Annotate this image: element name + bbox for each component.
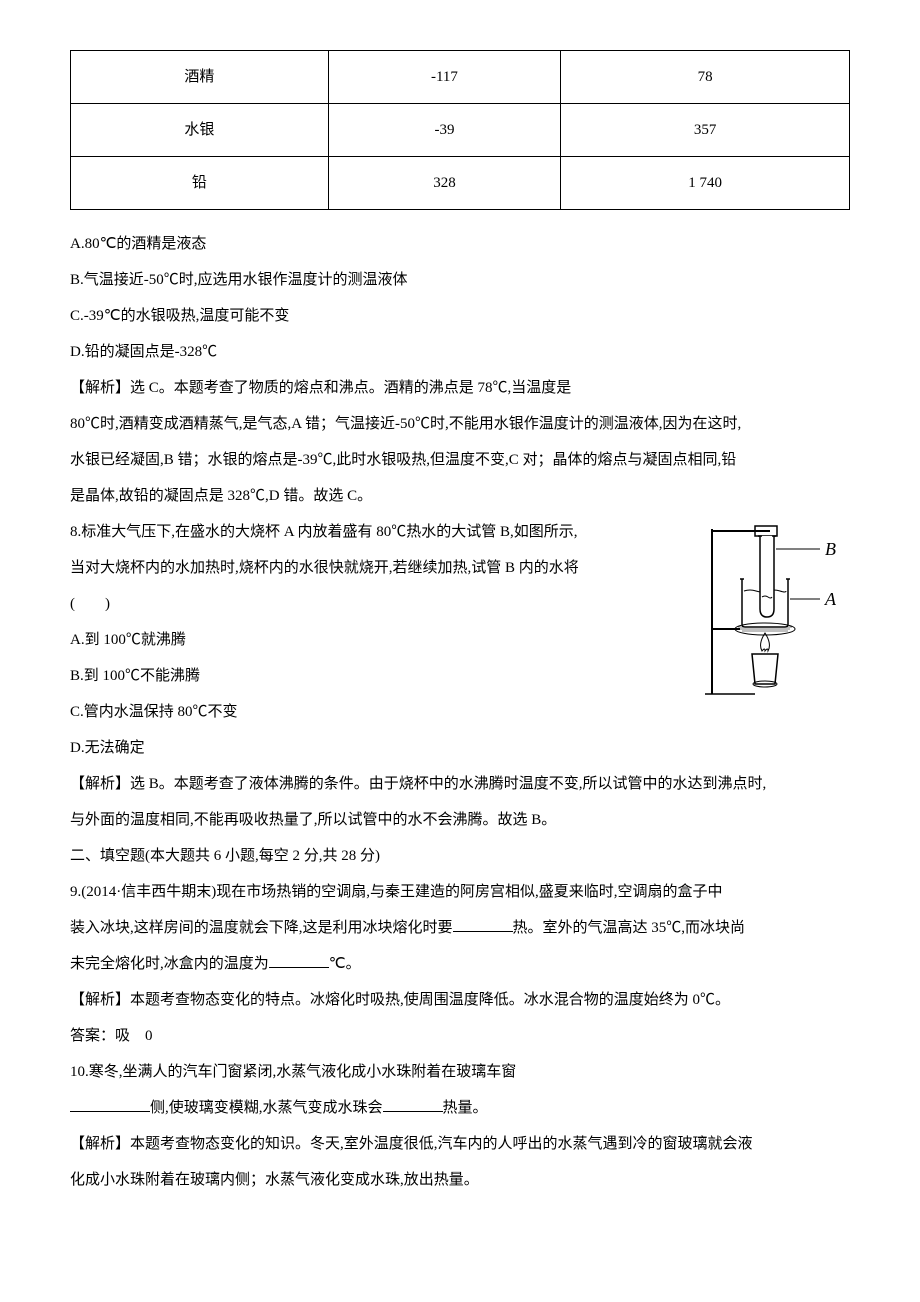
question-9-text: 9.(2014·信丰西牛期末)现在市场热销的空调扇,与秦王建造的阿房宫相似,盛夏…: [70, 874, 850, 910]
table-row: 铅 328 1 740: [71, 157, 850, 210]
analysis-text: 【解析】本题考查物态变化的特点。冰熔化时吸热,使周围温度降低。冰水混合物的温度始…: [70, 982, 850, 1018]
option-d: D.无法确定: [70, 730, 850, 766]
fill-blank: [453, 917, 513, 932]
text-fragment: ℃。: [329, 956, 361, 972]
option-c: C.-39℃的水银吸热,温度可能不变: [70, 298, 850, 334]
analysis-text: 水银已经凝固,B 错；水银的熔点是-39℃,此时水银吸热,但温度不变,C 对；晶…: [70, 442, 850, 478]
diagram-label-b: B: [825, 539, 836, 559]
question-10-text: 10.寒冬,坐满人的汽车门窗紧闭,水蒸气液化成小水珠附着在玻璃车窗: [70, 1054, 850, 1090]
cell-melting: 328: [328, 157, 560, 210]
cell-melting: -39: [328, 104, 560, 157]
analysis-text: 80℃时,酒精变成酒精蒸气,是气态,A 错；气温接近-50℃时,不能用水银作温度…: [70, 406, 850, 442]
text-fragment: 热量。: [443, 1100, 488, 1116]
fill-blank: [269, 953, 329, 968]
table-row: 酒精 -117 78: [71, 51, 850, 104]
text-fragment: 热。室外的气温高达 35℃,而冰块尚: [513, 920, 746, 936]
text-fragment: 装入冰块,这样房间的温度就会下降,这是利用冰块熔化时要: [70, 920, 453, 936]
diagram-label-a: A: [824, 589, 837, 609]
analysis-text: 【解析】选 B。本题考查了液体沸腾的条件。由于烧杯中的水沸腾时温度不变,所以试管…: [70, 766, 850, 802]
analysis-text: 【解析】选 C。本题考查了物质的熔点和沸点。酒精的沸点是 78℃,当温度是: [70, 370, 850, 406]
section-heading: 二、填空题(本大题共 6 小题,每空 2 分,共 28 分): [70, 838, 850, 874]
experiment-diagram: B A: [700, 509, 850, 713]
question-10-text: 侧,使玻璃变模糊,水蒸气变成水珠会 热量。: [70, 1090, 850, 1126]
cell-boiling: 357: [561, 104, 850, 157]
answer-text: 答案：吸 0: [70, 1018, 850, 1054]
fill-blank: [383, 1097, 443, 1112]
analysis-text: 化成小水珠附着在玻璃内侧；水蒸气液化变成水珠,放出热量。: [70, 1162, 850, 1198]
fill-blank: [70, 1097, 150, 1112]
text-fragment: 侧,使玻璃变模糊,水蒸气变成水珠会: [150, 1100, 383, 1116]
option-d: D.铅的凝固点是-328℃: [70, 334, 850, 370]
cell-substance: 水银: [71, 104, 329, 157]
analysis-text: 【解析】本题考查物态变化的知识。冬天,室外温度很低,汽车内的人呼出的水蒸气遇到冷…: [70, 1126, 850, 1162]
option-b: B.气温接近-50℃时,应选用水银作温度计的测温液体: [70, 262, 850, 298]
question-9-text: 装入冰块,这样房间的温度就会下降,这是利用冰块熔化时要 热。室外的气温高达 35℃…: [70, 910, 850, 946]
cell-melting: -117: [328, 51, 560, 104]
cell-substance: 酒精: [71, 51, 329, 104]
text-fragment: 未完全熔化时,冰盒内的温度为: [70, 956, 269, 972]
cell-substance: 铅: [71, 157, 329, 210]
cell-boiling: 1 740: [561, 157, 850, 210]
analysis-text: 与外面的温度相同,不能再吸收热量了,所以试管中的水不会沸腾。故选 B。: [70, 802, 850, 838]
cell-boiling: 78: [561, 51, 850, 104]
substance-table: 酒精 -117 78 水银 -39 357 铅 328 1 740: [70, 50, 850, 210]
table-row: 水银 -39 357: [71, 104, 850, 157]
question-9-text: 未完全熔化时,冰盒内的温度为 ℃。: [70, 946, 850, 982]
option-a: A.80℃的酒精是液态: [70, 226, 850, 262]
